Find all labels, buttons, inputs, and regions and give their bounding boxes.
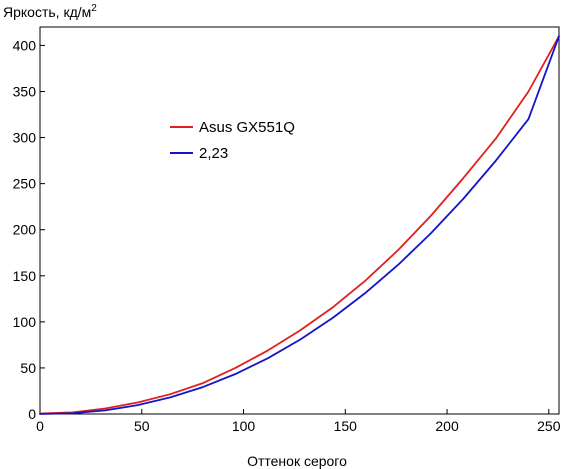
- series-line-1: [39, 35, 560, 415]
- plot-area-border: [39, 26, 560, 415]
- legend: Asus GX551Q 2,23: [170, 119, 295, 162]
- x-tick-label: 150: [334, 418, 358, 434]
- x-tick-label: 250: [537, 418, 561, 434]
- y-tick-label: 300: [13, 130, 37, 146]
- x-tick-label: 50: [134, 418, 150, 434]
- legend-label-1: 2,23: [199, 145, 228, 162]
- y-tick-label: 350: [13, 84, 37, 100]
- legend-label-0: Asus GX551Q: [199, 119, 295, 136]
- y-axis-label: Яркость, кд/м2: [3, 3, 97, 20]
- y-tick-label: 100: [13, 314, 37, 330]
- x-tick-label: 100: [232, 418, 256, 434]
- series-lines: [39, 35, 560, 415]
- y-tick-label: 50: [20, 360, 36, 376]
- series-line-0: [39, 35, 560, 415]
- plot-frame: [39, 26, 560, 415]
- y-tick-label: 0: [28, 406, 36, 422]
- x-tick-label: 200: [435, 418, 459, 434]
- y-tick-label: 200: [13, 222, 37, 238]
- y-tick-label: 250: [13, 176, 37, 192]
- y-tick-label: 400: [13, 37, 37, 53]
- axis-ticks: 0 50 100 150 200 250 0 50 100 150 200 250 300 350 400: [13, 37, 561, 434]
- x-tick-label: 0: [36, 418, 44, 434]
- y-tick-label: 150: [13, 268, 37, 284]
- x-axis-label: Оттенок серого: [247, 453, 347, 469]
